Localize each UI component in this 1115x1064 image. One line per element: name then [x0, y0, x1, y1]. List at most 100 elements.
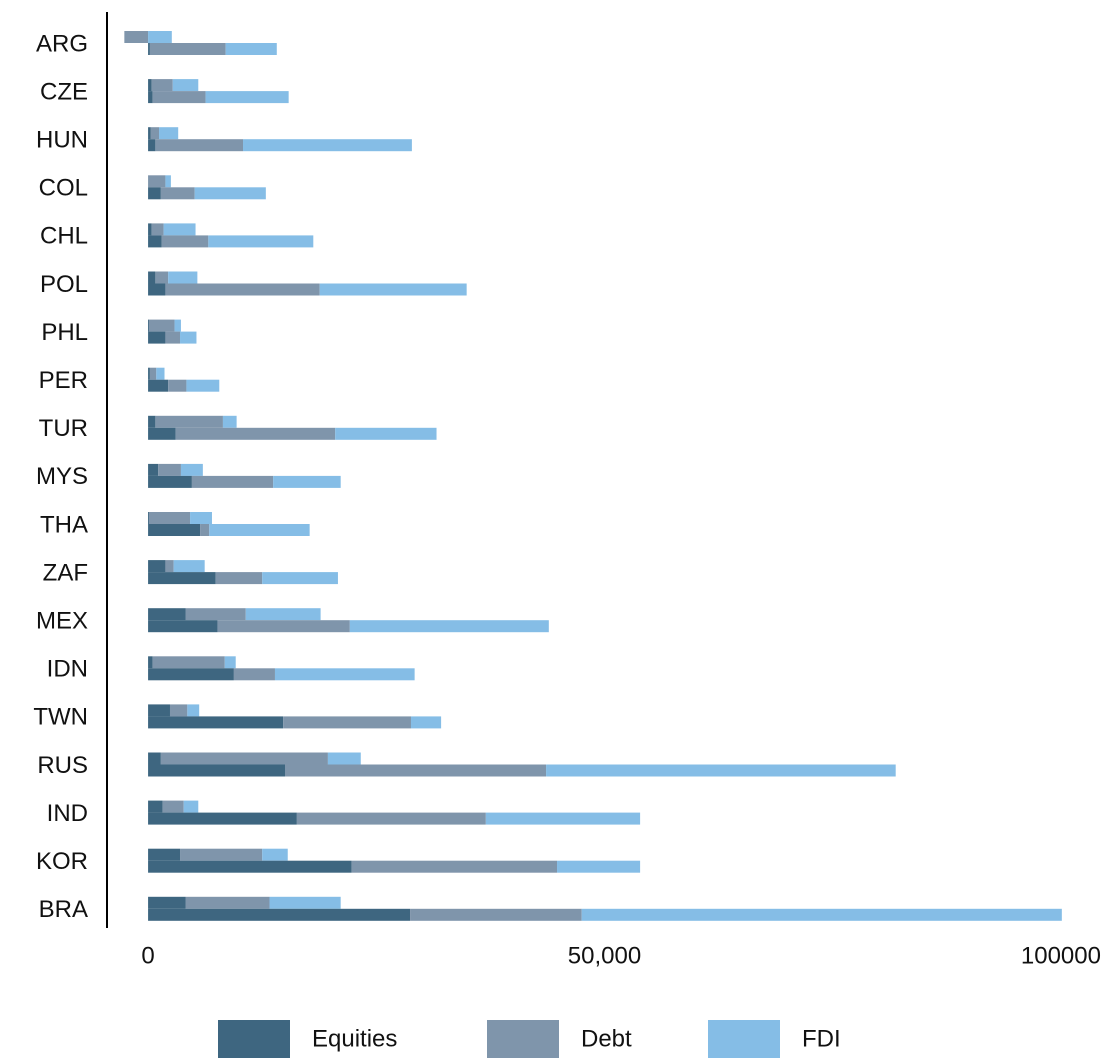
bar — [148, 331, 166, 344]
bar — [148, 572, 216, 585]
bar — [148, 223, 152, 236]
bar — [175, 427, 336, 440]
bar — [168, 271, 198, 284]
bar — [165, 283, 320, 296]
y-tick-label: IDN — [47, 656, 88, 683]
y-tick-label: CHL — [40, 223, 88, 250]
bar — [546, 764, 896, 777]
bar — [148, 475, 192, 488]
bar — [168, 379, 187, 392]
bar — [335, 427, 437, 440]
bar — [152, 91, 206, 104]
bar — [152, 656, 225, 669]
legend-label: Debt — [581, 1025, 632, 1052]
bar — [159, 127, 179, 140]
bar — [148, 704, 170, 717]
bar — [148, 860, 352, 873]
bar — [327, 752, 361, 765]
bar — [262, 848, 288, 861]
bar — [148, 512, 191, 524]
bar — [151, 79, 173, 92]
bar — [124, 31, 149, 43]
bar — [190, 512, 212, 524]
bar — [156, 367, 165, 380]
bar — [148, 91, 153, 104]
y-tick-label: CZE — [40, 78, 88, 105]
y-tick-label: BRA — [39, 896, 88, 923]
bar — [485, 812, 641, 825]
bar — [217, 620, 350, 633]
bar — [224, 656, 236, 669]
bar — [155, 271, 169, 284]
bar — [148, 283, 166, 296]
bar — [148, 427, 176, 440]
bar — [148, 235, 162, 248]
bar — [233, 668, 275, 681]
bar — [148, 319, 175, 332]
bar — [183, 800, 199, 813]
bar — [148, 524, 201, 536]
x-tick-label: 0 — [141, 942, 154, 969]
bar — [208, 235, 314, 248]
bar — [285, 764, 547, 777]
bar — [410, 908, 582, 921]
bar — [581, 908, 1062, 921]
y-tick-label: ZAF — [43, 559, 88, 586]
bar — [148, 463, 159, 476]
y-tick-label: PHL — [41, 319, 88, 346]
bar — [148, 608, 186, 621]
bar — [262, 572, 338, 585]
y-tick-label: KOR — [36, 848, 88, 875]
bar — [191, 475, 274, 488]
bar — [148, 620, 218, 633]
bar — [273, 475, 341, 488]
bar — [148, 668, 234, 681]
bar — [158, 463, 181, 476]
bar — [148, 127, 151, 140]
legend-swatch — [218, 1020, 290, 1058]
y-tick-label: RUS — [37, 752, 88, 779]
bar — [155, 139, 244, 152]
bar — [180, 463, 203, 476]
bar — [148, 812, 297, 825]
legend-swatch — [708, 1020, 780, 1058]
bar — [163, 223, 196, 236]
bar — [148, 139, 156, 152]
bar — [205, 91, 289, 104]
y-tick-label: THA — [40, 511, 88, 538]
y-tick-label: TUR — [39, 415, 88, 442]
bar — [148, 896, 186, 909]
y-tick-label: MYS — [36, 463, 88, 490]
bar — [269, 896, 341, 909]
bar — [148, 512, 149, 524]
bar — [149, 367, 157, 380]
bar — [319, 283, 467, 296]
bar — [173, 560, 205, 573]
bar — [187, 704, 200, 717]
x-tick-label: 50,000 — [568, 942, 641, 969]
y-tick-label: PER — [39, 367, 88, 394]
bar — [169, 704, 188, 717]
y-tick-label: MEX — [36, 608, 88, 635]
y-tick-label: TWN — [33, 704, 88, 731]
legend-label: Equities — [312, 1025, 397, 1052]
bar — [148, 716, 284, 729]
bar — [148, 800, 163, 813]
bar — [349, 620, 549, 633]
bar — [296, 812, 486, 825]
bar — [160, 187, 195, 200]
x-tick-label: 100000 — [1021, 942, 1101, 969]
bar — [209, 524, 310, 536]
bar — [148, 319, 149, 332]
bar — [165, 560, 174, 573]
bar — [225, 43, 277, 55]
bar — [165, 175, 171, 188]
bar — [148, 848, 181, 861]
y-tick-label: IND — [47, 800, 88, 827]
y-tick-label: POL — [40, 271, 88, 298]
bar — [161, 235, 209, 248]
bar — [222, 415, 237, 428]
bar — [351, 860, 558, 873]
bar — [148, 79, 152, 92]
